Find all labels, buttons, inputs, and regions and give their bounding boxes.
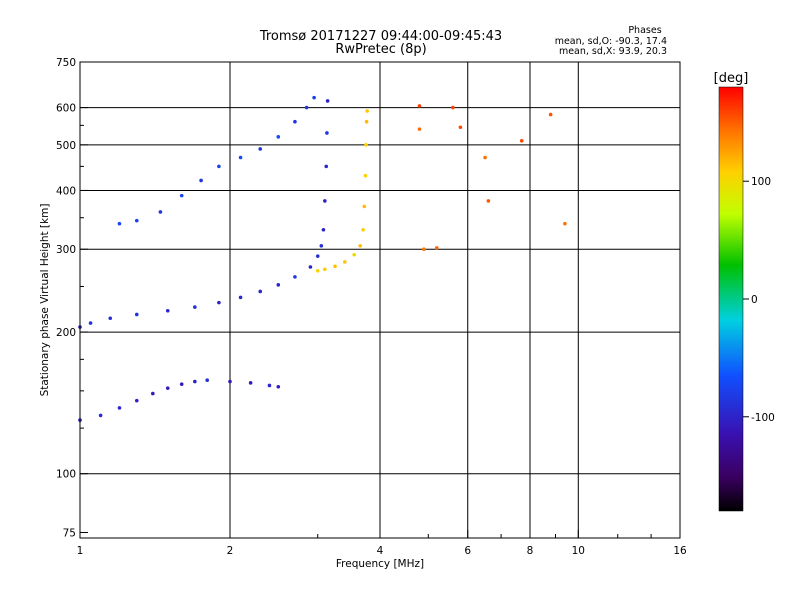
x-axis-label: Frequency [MHz] xyxy=(336,558,424,570)
echo-point xyxy=(238,295,243,300)
echo-point xyxy=(451,105,455,110)
echo-point xyxy=(548,112,553,117)
echo-point xyxy=(228,379,232,384)
echo-point xyxy=(483,155,487,160)
echo-point xyxy=(458,125,463,130)
echo-point xyxy=(315,254,320,258)
echo-point xyxy=(362,204,367,209)
echo-point xyxy=(312,95,316,100)
echo-point xyxy=(151,391,155,396)
echo-point xyxy=(134,218,139,223)
colorbar-ticks: -100 0 100 xyxy=(743,176,775,424)
echo-point xyxy=(98,413,103,418)
echo-point xyxy=(308,265,313,269)
echo-point xyxy=(258,289,263,294)
echo-point xyxy=(323,199,327,203)
colorbar-tick-label: 0 xyxy=(751,294,758,306)
echo-point xyxy=(358,244,362,248)
x-tick-label: 16 xyxy=(673,545,687,557)
echo-point xyxy=(165,308,170,313)
phase-stats-x: mean, sd,X: 93.9, 20.3 xyxy=(559,46,667,57)
chart-subtitle: RwPretec (8p) xyxy=(335,42,426,57)
echo-point xyxy=(134,398,139,403)
y-axis-label: Stationary phase Virtual Height [km] xyxy=(39,204,51,397)
echo-point xyxy=(267,383,272,388)
echo-point xyxy=(365,109,369,113)
y-tick-label: 100 xyxy=(56,469,76,481)
echo-point xyxy=(205,378,209,383)
y-axis-ticks: 75 100 200 300 400 500 600 750 xyxy=(56,57,88,539)
echo-point xyxy=(323,267,327,272)
grid xyxy=(79,61,681,538)
y-tick-label: 500 xyxy=(56,140,76,152)
y-tick-label: 300 xyxy=(56,244,76,256)
echo-point xyxy=(486,199,491,203)
x-tick-label: 1 xyxy=(77,545,84,557)
colorbar-tick-label: 100 xyxy=(751,176,771,188)
x-tick-label: 6 xyxy=(464,545,471,557)
x-tick-label: 2 xyxy=(227,545,234,557)
echo-point xyxy=(324,164,329,169)
echo-point xyxy=(364,119,369,124)
x-axis-ticks: 1 2 4 6 8 10 16 xyxy=(77,530,687,557)
echo-point xyxy=(88,321,93,325)
echo-point xyxy=(276,283,281,287)
echo-point xyxy=(217,300,221,305)
echo-point xyxy=(199,178,203,183)
x-tick-label: 10 xyxy=(572,545,585,557)
echo-point xyxy=(293,119,297,124)
echo-point xyxy=(333,264,337,269)
phase-stats-o: mean, sd,O: -90.3, 17.4 xyxy=(555,36,667,47)
echo-point xyxy=(179,193,184,198)
echo-point xyxy=(217,164,221,169)
echo-point xyxy=(422,247,426,252)
echo-point xyxy=(108,316,113,321)
echo-point xyxy=(276,135,281,139)
echo-point xyxy=(417,127,422,131)
phase-heading: Phases xyxy=(628,25,661,36)
echo-point xyxy=(238,155,243,160)
echo-point xyxy=(343,260,347,264)
echo-point xyxy=(319,244,324,248)
echo-point xyxy=(158,210,163,214)
echo-point xyxy=(563,221,567,226)
echo-point xyxy=(364,143,368,147)
echo-point xyxy=(165,386,170,390)
echo-point xyxy=(519,139,524,143)
echo-point xyxy=(321,227,326,232)
y-tick-label: 200 xyxy=(56,327,76,339)
y-tick-label: 400 xyxy=(56,185,76,197)
echo-point xyxy=(258,147,263,151)
echo-point xyxy=(434,246,439,250)
colorbar xyxy=(718,86,744,512)
echo-point xyxy=(363,173,368,178)
x-tick-label: 8 xyxy=(527,545,534,557)
echo-point xyxy=(293,275,297,279)
data-points xyxy=(78,95,567,422)
colorbar-label: [deg] xyxy=(714,71,749,86)
echo-point xyxy=(315,268,320,273)
y-tick-label: 750 xyxy=(56,57,76,69)
echo-point xyxy=(276,385,281,389)
echo-point xyxy=(304,105,309,110)
echo-point xyxy=(361,227,365,232)
y-tick-label: 600 xyxy=(56,103,76,115)
echo-point xyxy=(417,104,422,108)
chart-title: Tromsø 20171227 09:44:00-09:45:43 xyxy=(259,29,502,44)
echo-point xyxy=(325,131,329,135)
colorbar-tick-label: -100 xyxy=(751,412,775,424)
x-tick-label: 4 xyxy=(377,545,384,557)
y-tick-label: 75 xyxy=(63,527,76,539)
echo-point xyxy=(117,406,122,410)
echo-point xyxy=(352,252,356,257)
echo-point xyxy=(248,381,253,385)
echo-point xyxy=(179,382,184,386)
echo-point xyxy=(325,99,330,103)
echo-point xyxy=(193,305,197,309)
echo-point xyxy=(117,221,122,226)
echo-point xyxy=(193,379,197,384)
echo-point xyxy=(134,312,139,317)
